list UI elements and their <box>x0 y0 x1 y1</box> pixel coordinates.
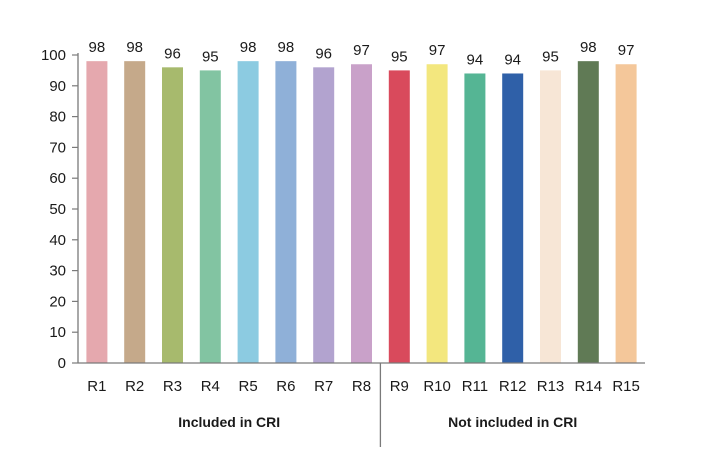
y-tick-label: 70 <box>49 139 66 156</box>
data-label: 95 <box>542 48 559 65</box>
data-label: 95 <box>202 48 219 65</box>
y-tick-label: 10 <box>49 324 66 341</box>
bar-r9 <box>388 70 410 364</box>
bar-r15 <box>615 64 637 364</box>
bar-r7 <box>313 67 335 363</box>
bar-r14 <box>577 61 599 363</box>
y-tick-label: 90 <box>49 78 66 95</box>
bar-r1 <box>86 61 108 363</box>
y-tick-label: 40 <box>49 232 66 249</box>
data-label: 98 <box>240 39 257 56</box>
x-tick-label: R9 <box>390 378 409 395</box>
x-tick-label: R7 <box>314 378 333 395</box>
bar-r10 <box>426 64 448 364</box>
y-axis: 0 10 20 30 40 50 60 70 80 90 100 <box>41 47 79 372</box>
y-tick-label: 100 <box>41 47 66 64</box>
x-tick-label: R6 <box>276 378 295 395</box>
bar-r13 <box>540 70 561 364</box>
x-tick-label: R3 <box>163 378 182 395</box>
x-tick-label: R1 <box>87 378 106 395</box>
x-tick-label: R8 <box>352 378 371 395</box>
data-label: 98 <box>278 39 295 56</box>
data-label: 94 <box>504 51 521 68</box>
data-label: 96 <box>315 45 332 62</box>
x-tick-label: R12 <box>499 378 527 395</box>
bar-r5 <box>237 61 259 363</box>
y-tick-label: 60 <box>49 170 66 187</box>
data-label: 98 <box>580 39 597 56</box>
bar-r6 <box>275 61 297 363</box>
data-label: 94 <box>467 51 484 68</box>
x-tick-label: R13 <box>537 378 565 395</box>
x-tick-label: R11 <box>462 378 488 395</box>
y-tick-label: 80 <box>49 109 66 126</box>
group-label: Not included in CRI <box>448 414 577 430</box>
bar-r12 <box>502 73 524 363</box>
group-label: Included in CRI <box>178 414 280 430</box>
bar-r8 <box>351 64 372 364</box>
data-label: 97 <box>618 42 635 59</box>
x-tick-label: R15 <box>612 378 640 395</box>
x-tick-label: R2 <box>125 378 144 395</box>
x-tick-label: R5 <box>239 378 258 395</box>
data-label: 96 <box>164 45 181 62</box>
x-tick-label: R4 <box>201 378 220 395</box>
y-tick-label: 30 <box>49 263 66 280</box>
x-tick-label: R10 <box>423 378 451 395</box>
bar-r2 <box>124 61 146 363</box>
bar-r3 <box>162 67 183 363</box>
bars: 98 98 96 95 98 98 96 97 95 97 94 94 95 98 97 <box>86 39 637 364</box>
x-tick-label: R14 <box>575 378 603 395</box>
bar-r11 <box>464 73 486 363</box>
data-label: 97 <box>353 42 370 59</box>
bar-r4 <box>199 70 221 364</box>
y-tick-label: 20 <box>49 293 66 310</box>
y-tick-label: 0 <box>58 355 66 372</box>
data-label: 98 <box>126 39 143 56</box>
data-label: 95 <box>391 48 408 65</box>
x-axis: R1 R2 R3 R4 R5 R6 R7 R8 R9 R10 R11 R12 R13 R14 R15 <box>78 362 645 395</box>
data-label: 98 <box>89 39 106 56</box>
data-label: 97 <box>429 42 446 59</box>
category-groups: Included in CRI Not included in CRI <box>178 363 577 447</box>
y-tick-label: 50 <box>49 201 66 218</box>
